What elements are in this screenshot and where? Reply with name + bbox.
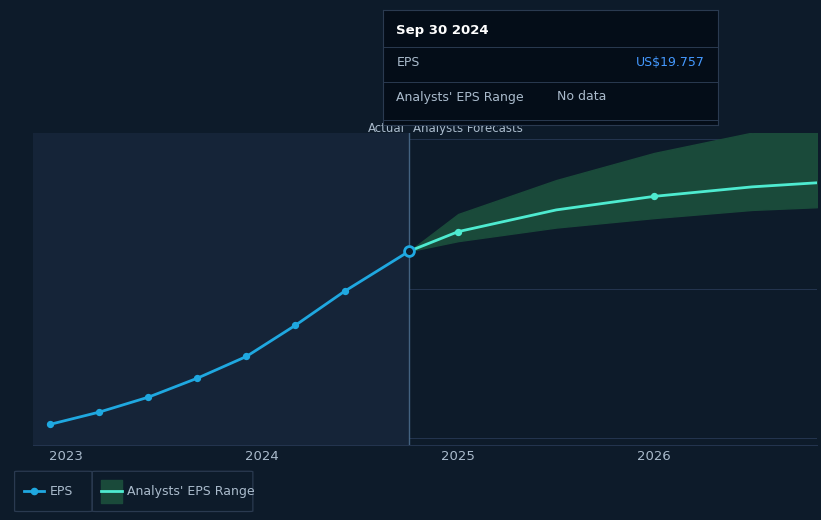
Text: Sep 30 2024: Sep 30 2024 <box>397 24 489 37</box>
Point <box>648 192 661 201</box>
Point <box>93 408 106 416</box>
Text: No data: No data <box>557 90 607 103</box>
Point <box>191 374 204 382</box>
Point <box>402 247 415 255</box>
Point <box>142 393 155 401</box>
Bar <box>33 133 409 445</box>
Point <box>338 287 351 295</box>
Point <box>27 487 40 496</box>
Point <box>44 420 57 428</box>
Text: US$19.757: US$19.757 <box>635 56 704 69</box>
Point <box>289 321 302 329</box>
Text: EPS: EPS <box>397 56 420 69</box>
Text: Actual: Actual <box>369 122 406 135</box>
Text: Analysts Forecasts: Analysts Forecasts <box>413 122 523 135</box>
Text: Analysts' EPS Range: Analysts' EPS Range <box>127 485 255 498</box>
Text: EPS: EPS <box>49 485 73 498</box>
Point <box>452 227 465 236</box>
Point <box>240 352 253 360</box>
Text: Analysts' EPS Range: Analysts' EPS Range <box>397 90 524 103</box>
